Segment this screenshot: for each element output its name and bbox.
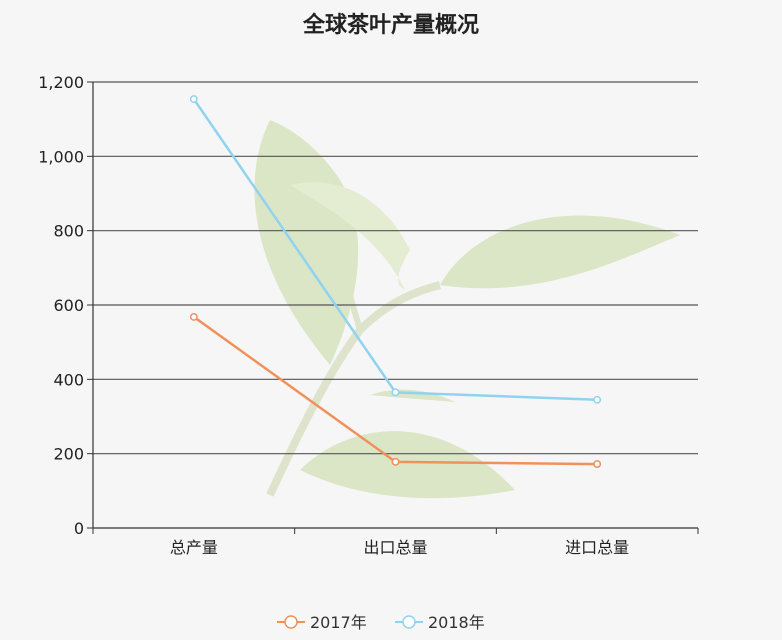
y-tick-label: 600 xyxy=(53,296,84,315)
data-point xyxy=(593,460,602,469)
legend-marker xyxy=(402,615,416,629)
grid xyxy=(93,81,698,455)
x-tick-label: 进口总量 xyxy=(565,538,629,557)
axes: 0 200 400 600 800 1,000 1,200 总产量 出口总量 进口总量 xyxy=(38,73,699,557)
data-point xyxy=(391,388,400,397)
data-point xyxy=(593,395,602,404)
legend-label: 2018年 xyxy=(428,613,485,632)
y-tick-label: 800 xyxy=(53,222,84,241)
legend: 2017年 2018年 xyxy=(277,613,485,632)
data-point xyxy=(189,95,198,104)
legend-marker xyxy=(284,615,298,629)
data-point xyxy=(391,457,400,466)
chart-title: 全球茶叶产量概况 xyxy=(302,12,479,38)
tea-leaf-watermark xyxy=(254,120,680,499)
y-tick-label: 0 xyxy=(74,519,84,538)
x-tick-label: 出口总量 xyxy=(363,538,427,557)
y-tick-label: 200 xyxy=(53,445,84,464)
legend-label: 2017年 xyxy=(310,613,367,632)
y-tick-label: 1,200 xyxy=(38,73,84,92)
data-point xyxy=(189,312,198,321)
series-layer xyxy=(189,95,602,469)
x-tick-label: 总产量 xyxy=(170,538,218,557)
y-tick-label: 400 xyxy=(53,370,84,389)
y-tick-label: 1,000 xyxy=(38,147,84,166)
